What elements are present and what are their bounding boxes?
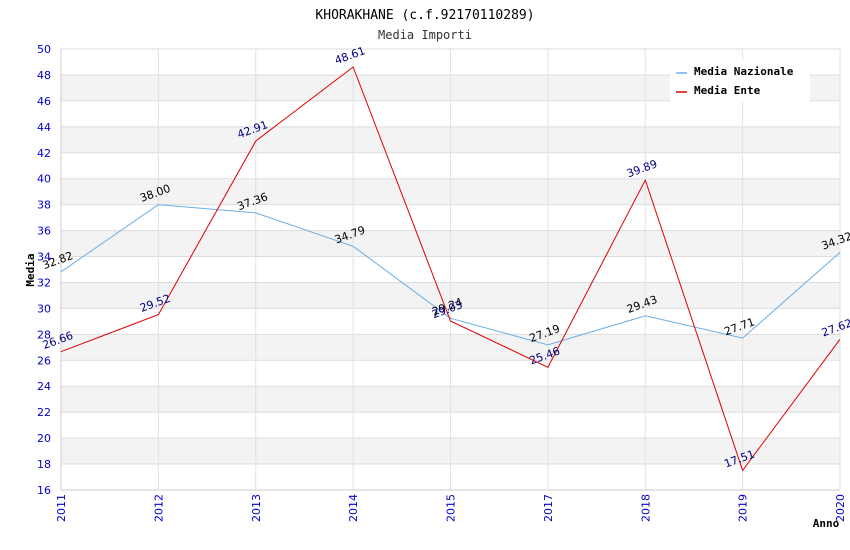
x-tick-label: 2012 (152, 494, 165, 522)
legend-box (670, 60, 810, 102)
y-tick-label: 18 (37, 458, 51, 471)
series-group (60, 66, 841, 472)
y-tick-label: 16 (37, 484, 51, 497)
legend-label-media-nazionale: Media Nazionale (694, 65, 794, 78)
x-axis-ticks: 2011 2012 2013 2014 2015 2017 2018 2019 2020 (55, 494, 847, 522)
data-label-media-ente: 39.89 (625, 157, 659, 180)
y-tick-label: 30 (37, 302, 51, 315)
y-tick-label: 22 (37, 406, 51, 419)
y-tick-label: 36 (37, 225, 51, 238)
x-tick-label: 2019 (737, 494, 750, 522)
data-label-media-ente: 48.61 (333, 44, 367, 67)
y-axis-label: Media (24, 253, 37, 286)
series-line-media-nazionale (60, 204, 841, 346)
y-tick-label: 44 (37, 121, 51, 134)
y-tick-label: 38 (37, 199, 51, 212)
chart-subtitle: Media Importi (378, 28, 472, 42)
legend-label-media-ente: Media Ente (694, 84, 761, 97)
y-tick-label: 26 (37, 354, 51, 367)
y-axis-ticks: 16 18 20 22 24 26 28 30 32 34 36 38 40 42 44 46 48 50 (37, 43, 51, 497)
grid-lines (60, 48, 841, 491)
y-tick-label: 28 (37, 328, 51, 341)
x-tick-label: 2020 (834, 494, 847, 522)
y-tick-label: 24 (37, 380, 51, 393)
x-tick-label: 2018 (639, 494, 652, 522)
axes (60, 49, 840, 491)
series-line-media-ente (60, 66, 841, 472)
y-tick-label: 34 (37, 251, 51, 264)
y-tick-label: 50 (37, 43, 51, 56)
y-tick-label: 48 (37, 69, 51, 82)
y-tick-label: 40 (37, 173, 51, 186)
x-tick-label: 2014 (347, 494, 360, 522)
x-tick-label: 2011 (55, 494, 68, 522)
legend: Media Nazionale Media Ente (670, 60, 810, 102)
y-tick-label: 42 (37, 147, 51, 160)
y-tick-label: 32 (37, 276, 51, 289)
y-tick-label: 20 (37, 432, 51, 445)
x-tick-label: 2017 (542, 494, 555, 522)
x-axis-label: Anno (813, 517, 840, 530)
x-tick-label: 2015 (445, 494, 458, 522)
x-tick-label: 2013 (250, 494, 263, 522)
y-tick-label: 46 (37, 95, 51, 108)
chart-title: KHORAKHANE (c.f.92170110289) (315, 8, 534, 23)
